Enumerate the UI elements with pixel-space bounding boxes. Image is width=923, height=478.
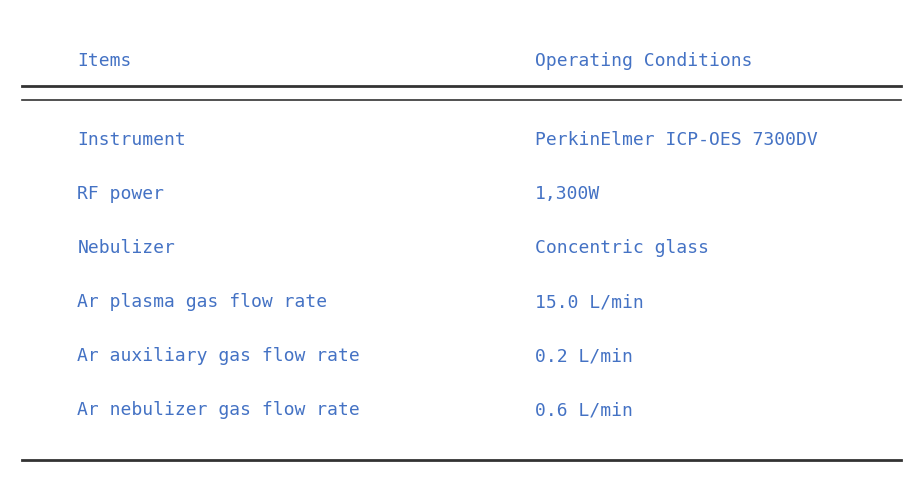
Text: 0.6 L/min: 0.6 L/min — [534, 402, 632, 419]
Text: Items: Items — [78, 52, 132, 69]
Text: Operating Conditions: Operating Conditions — [534, 52, 752, 69]
Text: 1,300W: 1,300W — [534, 185, 600, 203]
Text: RF power: RF power — [78, 185, 164, 203]
Text: Nebulizer: Nebulizer — [78, 239, 175, 257]
Text: 0.2 L/min: 0.2 L/min — [534, 348, 632, 365]
Text: 15.0 L/min: 15.0 L/min — [534, 293, 643, 311]
Text: Ar plasma gas flow rate: Ar plasma gas flow rate — [78, 293, 328, 311]
Text: Ar auxiliary gas flow rate: Ar auxiliary gas flow rate — [78, 348, 360, 365]
Text: PerkinElmer ICP-OES 7300DV: PerkinElmer ICP-OES 7300DV — [534, 131, 818, 149]
Text: Ar nebulizer gas flow rate: Ar nebulizer gas flow rate — [78, 402, 360, 419]
Text: Concentric glass: Concentric glass — [534, 239, 709, 257]
Text: Instrument: Instrument — [78, 131, 186, 149]
